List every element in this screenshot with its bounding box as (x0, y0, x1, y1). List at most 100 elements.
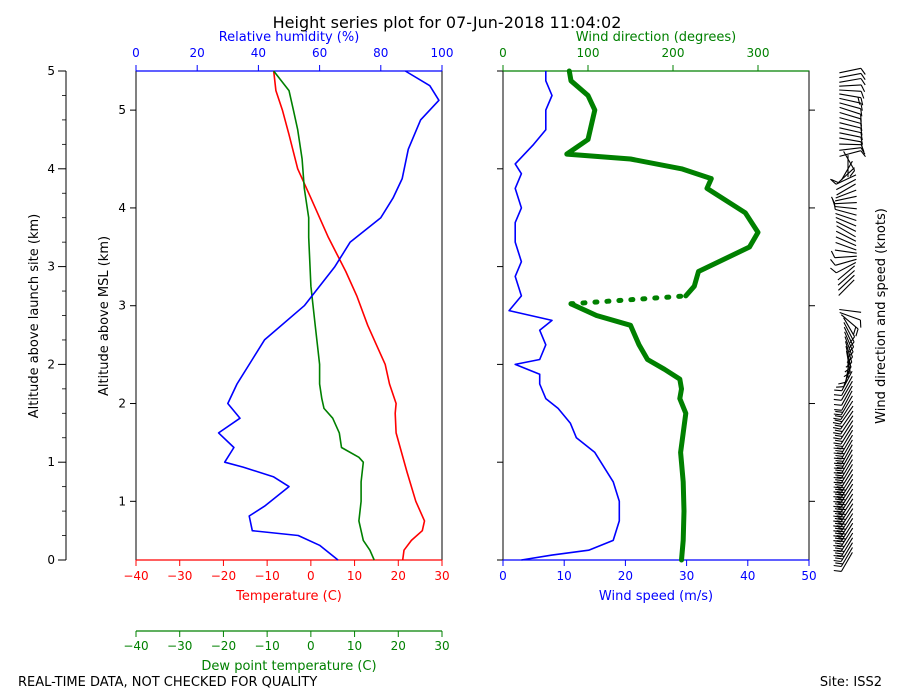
wind-barb-flag (833, 530, 841, 533)
wind-barb-flag (831, 178, 839, 184)
wind-barb-flag (836, 549, 845, 553)
rh-axis-label: Relative humidity (%) (219, 30, 360, 45)
wind-speed-tick-label: 10 (557, 569, 572, 583)
wind-barb-shaft (840, 483, 854, 503)
wind-barb-flag (834, 419, 843, 423)
wind-barb-flag (833, 394, 842, 397)
wind-barb-flag (834, 512, 843, 516)
wind-barb-flag (835, 410, 843, 413)
wind-barb-shaft (838, 279, 855, 296)
wind-barb-flag (860, 127, 863, 136)
quality-disclaimer: REAL-TIME DATA, NOT CHECKED FOR QUALITY (18, 675, 317, 690)
wind-barb-shaft (839, 77, 862, 83)
wind-barb-flag (848, 346, 855, 354)
wind-barb-flag (833, 417, 841, 421)
wind-barb-flag (834, 537, 843, 540)
wind-barb-flag (833, 500, 841, 504)
wind-barb-shaft (834, 205, 857, 210)
wind-barb-shaft (839, 405, 854, 425)
wind-barb-flag (860, 103, 863, 111)
figure-title: Height series plot for 07-Jun-2018 11:04… (273, 13, 622, 32)
wind-barb-shaft (839, 106, 861, 115)
wind-barb-shaft (840, 522, 854, 543)
wind-barb-flag (836, 457, 845, 460)
inner-altitude-tick-label: 2 (118, 397, 126, 411)
wind-barb-flag (836, 520, 845, 523)
wind-barb-shaft (840, 380, 853, 401)
wind-barb-flag (833, 481, 842, 484)
wind-barb-flag (834, 409, 842, 411)
wind-barb-shaft (840, 410, 854, 430)
dewpoint-tick-label: 10 (347, 639, 362, 653)
wind-barb-shaft (835, 212, 857, 222)
wind-barb-flag (835, 479, 843, 482)
dewpoint-tick-label: −20 (211, 639, 236, 653)
wind-barb-shaft (840, 498, 854, 518)
site-label: Site: ISS2 (820, 675, 882, 690)
wind-barb-flag (831, 196, 836, 204)
wind-barb-flag (836, 530, 845, 533)
wind-barb-shaft (835, 216, 857, 227)
inner-altitude-label: Altitude above MSL (km) (97, 236, 112, 396)
wind-barb-flag (836, 505, 845, 508)
wind-barb-flag (860, 108, 863, 117)
wind-barb-flag (844, 367, 852, 373)
wind-barb-flag (847, 351, 854, 358)
wind-barb-shaft (836, 178, 857, 191)
wind-barb-flag (860, 114, 862, 122)
wind-barb-shaft (839, 117, 861, 124)
wind-barb-shaft (840, 518, 854, 538)
wind-barb-shaft (836, 183, 856, 196)
wind-barb-flag (833, 462, 842, 465)
wind-barb-shaft (836, 225, 856, 238)
wind-barb-flag (834, 527, 843, 531)
wind-barb-shaft (835, 258, 857, 266)
wind-barb-shaft (839, 97, 862, 104)
wind-barb-shaft (840, 425, 854, 445)
wind-barb-flag (838, 527, 846, 530)
dewpoint-tick-label: −40 (123, 639, 148, 653)
wind-barb-flag (848, 341, 855, 349)
wind-barb-flag (860, 150, 866, 158)
wind-barb-shaft (839, 150, 861, 157)
wind-barb-flag (834, 542, 843, 545)
wind-barb-flag (836, 462, 845, 465)
wind-barb-flag (860, 78, 866, 86)
inner-altitude-tick-label: 1 (118, 494, 126, 508)
wind-barb-flag (834, 503, 843, 506)
wind-barb-flag (835, 460, 844, 462)
temperature-tick-label: 20 (391, 569, 406, 583)
wind-barb-shaft (840, 469, 854, 489)
dewpoint-tick-label: 30 (434, 639, 449, 653)
wind-barb-flag (836, 466, 845, 469)
wind-barb-shaft (841, 376, 853, 396)
wind-plot-frame (502, 70, 810, 561)
wind-barb-flag (836, 471, 845, 474)
dewpoint-tick-label: 0 (307, 639, 315, 653)
inner-altitude-tick-label: 3 (118, 299, 126, 313)
wind-barb-flag (832, 422, 841, 425)
rh-tick-label: 60 (312, 46, 327, 60)
wind-barb-flag (838, 381, 846, 385)
wind-barb-flag (836, 534, 845, 538)
wind-direction-tick-label: 100 (577, 46, 600, 60)
wind-barb-flag (833, 540, 841, 543)
wind-barb-shaft (840, 537, 854, 557)
wind-barb-shaft (841, 444, 853, 465)
temperature-tick-label: 0 (307, 569, 315, 583)
wind-barb-flag (833, 559, 842, 563)
wind-barb-flag (836, 554, 845, 557)
wind-barb-flag (835, 444, 843, 448)
wind-barb-shaft (839, 137, 862, 143)
wind-direction-tick-label: 200 (662, 46, 685, 60)
wind-barb-flag (836, 476, 845, 479)
wind-barb-shaft (840, 314, 859, 330)
outer-altitude-tick-label: 1 (47, 455, 55, 469)
wind-barb-flag (834, 522, 843, 526)
wind-barb-shaft (836, 262, 857, 274)
wind-barb-axis-label: Wind direction and speed (knots) (874, 208, 889, 424)
wind-barb-flag (833, 472, 842, 475)
wind-barb-flag (830, 267, 837, 274)
wind-barb-flag (833, 476, 842, 480)
